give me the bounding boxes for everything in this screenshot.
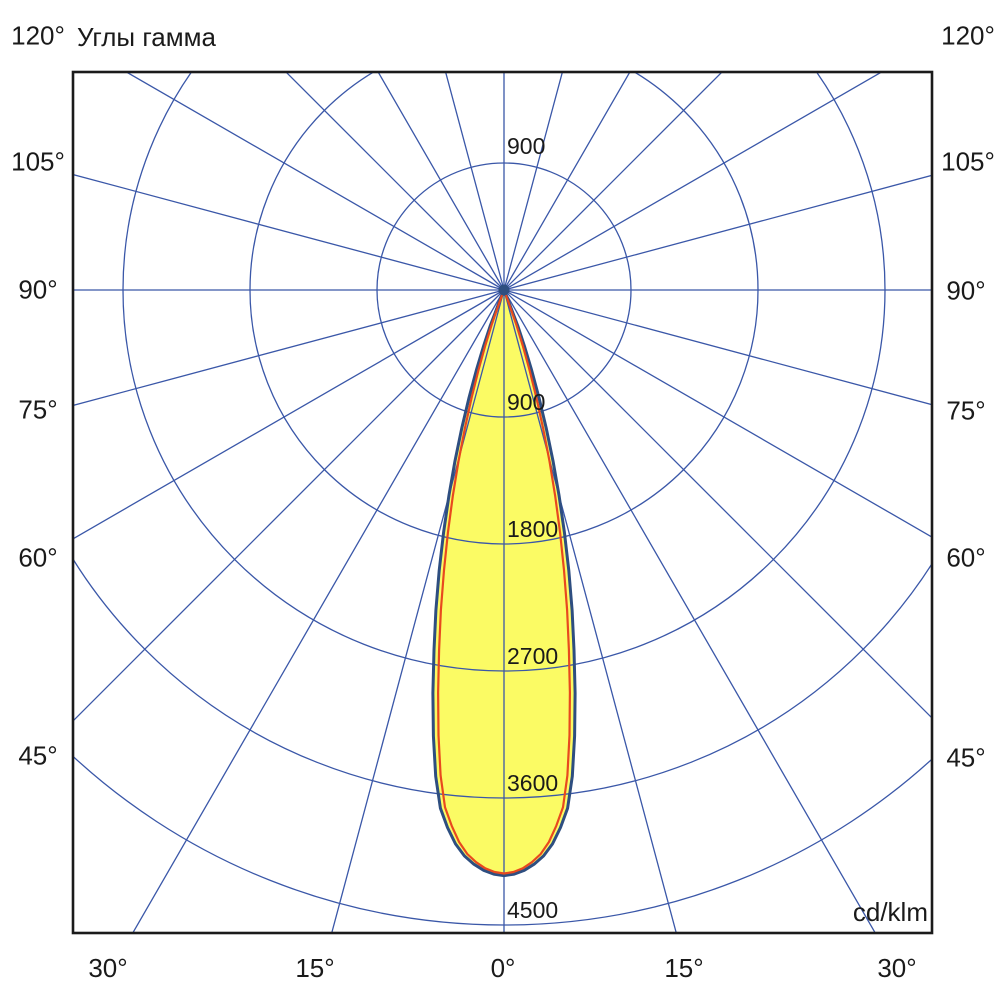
ring-label-2700: 2700 [507,643,559,669]
ring-label-3600: 3600 [507,770,559,796]
gamma-ray [285,72,505,291]
curve-c90-c270 [431,288,577,878]
gamma-label-bottom-15-left: 15° [295,953,335,983]
gamma-ray [503,174,932,291]
unit-label: cd/klm [852,897,928,927]
gamma-label-right-60: 60° [946,542,986,573]
gamma-label-left-60: 60° [18,542,58,573]
gamma-label-bottom-30-right: 30° [877,953,917,983]
gamma-ray [503,72,564,291]
gamma-ray [444,72,505,291]
gamma-ray [503,289,876,933]
gamma-label-left-105: 105° [11,146,65,177]
ring-label-4500: 4500 [507,897,559,923]
polar-origin-dot [498,284,510,296]
ring-label-900-top: 900 [507,133,546,159]
gamma-ray [503,72,883,291]
gamma-label-right-90: 90° [946,275,986,306]
gamma-ray [377,72,505,291]
gamma-ray [73,289,505,722]
gamma-ray [125,72,505,291]
gamma-ray [73,289,505,540]
gamma-label-right-75: 75° [946,395,986,426]
gamma-ray [503,289,932,719]
gamma-label-right-105: 105° [941,146,995,177]
gamma-ray [503,72,631,291]
curve-c0-c180 [437,288,571,875]
gamma-label-left-75: 75° [18,394,58,425]
gamma-label-right-120: 120° [941,20,995,51]
gamma-label-left-45: 45° [18,740,58,771]
gamma-label-bottom-0: 0° [490,953,516,983]
gamma-ray [503,72,723,291]
gamma-label-bottom-30-left: 30° [88,953,128,983]
plot-border [71,70,934,935]
chart-title: Углы гамма [77,22,216,52]
gamma-label-bottom-15-right: 15° [664,953,704,983]
gamma-ray [73,173,505,291]
gamma-label-left-120: 120° [11,20,65,51]
gamma-ray [132,289,505,933]
gamma-label-right-45: 45° [946,742,986,773]
gamma-label-left-90: 90° [18,274,58,305]
gamma-ray [503,289,932,406]
ring-label-900: 900 [507,389,546,415]
ring-label-1800: 1800 [507,516,559,542]
gamma-ray [73,289,505,407]
gamma-ray [503,289,932,538]
